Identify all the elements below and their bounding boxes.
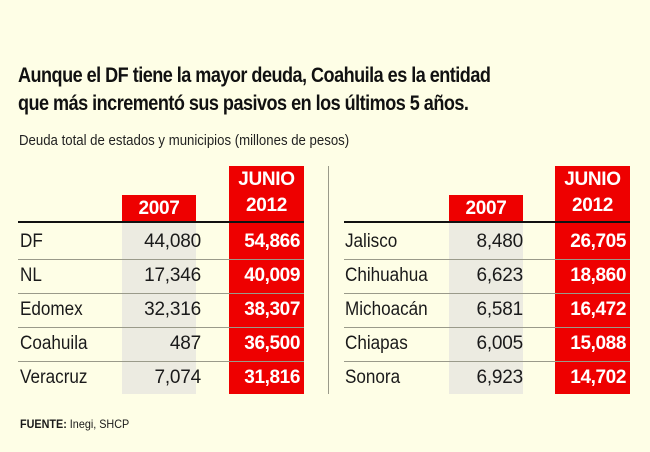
- state-name: Edomex: [20, 299, 83, 320]
- title-line-1: Aunque el DF tiene la mayor deuda, Coahu…: [18, 64, 491, 87]
- state-name: Veracruz: [20, 367, 88, 388]
- table-row: DF 44,080 54,866: [18, 223, 304, 260]
- value-2012: 31,816: [244, 367, 300, 388]
- value-2012: 36,500: [244, 333, 300, 354]
- state-name: Michoacán: [345, 299, 428, 320]
- state-name: Chiapas: [345, 333, 408, 354]
- source-note: FUENTE: Inegi, SHCP: [20, 417, 129, 431]
- value-2007: 17,346: [144, 265, 201, 286]
- state-name: Coahuila: [20, 333, 88, 354]
- chart-subtitle: Deuda total de estados y municipios (mil…: [19, 132, 350, 149]
- value-2007: 8,480: [476, 231, 523, 252]
- chart-title: Aunque el DF tiene la mayor deuda, Coahu…: [18, 62, 491, 118]
- value-2012: 26,705: [570, 231, 626, 252]
- table-row: Jalisco 8,480 26,705: [344, 223, 630, 260]
- header-2012-line2: 2012: [245, 195, 288, 216]
- header-2012-line1: JUNIO: [564, 169, 621, 190]
- header-rule: [18, 221, 304, 223]
- value-2007: 487: [169, 333, 201, 354]
- column-2012-background: [555, 166, 630, 394]
- value-2012: 40,009: [244, 265, 300, 286]
- table-row: Chiapas 6,005 15,088: [344, 325, 630, 362]
- value-2007: 6,581: [476, 299, 523, 320]
- table-row: Coahuila 487 36,500: [18, 325, 304, 362]
- table-row: NL 17,346 40,009: [18, 257, 304, 294]
- table-divider: [328, 166, 329, 394]
- table-row: Edomex 32,316 38,307: [18, 291, 304, 328]
- header-2012-line2: 2012: [571, 195, 614, 216]
- state-name: Sonora: [345, 367, 401, 388]
- table-row: Veracruz 7,074 31,816: [18, 359, 304, 396]
- value-2012: 16,472: [570, 299, 626, 320]
- value-2007: 6,005: [476, 333, 523, 354]
- value-2007: 44,080: [144, 231, 201, 252]
- value-2007: 32,316: [144, 299, 201, 320]
- state-name: DF: [20, 231, 43, 252]
- state-name: Jalisco: [345, 231, 398, 252]
- value-2012: 18,860: [570, 265, 626, 286]
- value-2012: 54,866: [244, 231, 300, 252]
- table-row: Michoacán 6,581 16,472: [344, 291, 630, 328]
- header-2012-line1: JUNIO: [238, 169, 295, 190]
- column-2012-background: [229, 166, 304, 394]
- header-2007: 2007: [138, 198, 180, 219]
- header-rule: [344, 221, 630, 223]
- title-line-2: que más incrementó sus pasivos en los úl…: [18, 92, 469, 115]
- source-label: FUENTE:: [20, 417, 67, 431]
- state-name: NL: [20, 265, 42, 286]
- header-2007: 2007: [465, 198, 507, 219]
- state-name: Chihuahua: [345, 265, 428, 286]
- value-2007: 6,923: [476, 367, 523, 388]
- table-row: Sonora 6,923 14,702: [344, 359, 630, 396]
- value-2012: 38,307: [244, 299, 300, 320]
- column-2007-background: [449, 222, 523, 394]
- table-row: Chihuahua 6,623 18,860: [344, 257, 630, 294]
- source-text: Inegi, SHCP: [69, 417, 130, 431]
- value-2007: 7,074: [154, 367, 201, 388]
- value-2012: 14,702: [570, 367, 626, 388]
- column-2007-background: [122, 222, 196, 394]
- header-2007-box: [122, 195, 196, 222]
- header-2007-box: [449, 195, 523, 222]
- value-2007: 6,623: [476, 265, 523, 286]
- value-2012: 15,088: [570, 333, 626, 354]
